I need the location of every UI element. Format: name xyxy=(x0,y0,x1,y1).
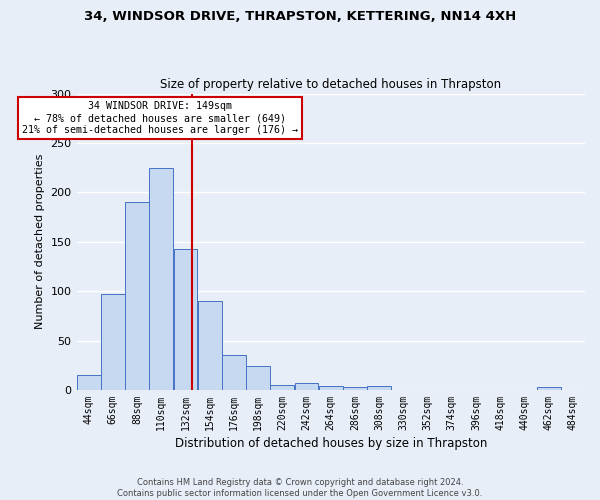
Bar xyxy=(246,366,270,390)
Bar xyxy=(537,387,560,390)
Bar xyxy=(319,386,343,390)
Bar xyxy=(101,294,125,390)
X-axis label: Distribution of detached houses by size in Thrapston: Distribution of detached houses by size … xyxy=(175,437,487,450)
Bar xyxy=(343,387,367,390)
Bar xyxy=(198,301,221,390)
Bar xyxy=(149,168,173,390)
Bar xyxy=(271,385,294,390)
Bar xyxy=(295,383,319,390)
Bar xyxy=(125,202,149,390)
Title: Size of property relative to detached houses in Thrapston: Size of property relative to detached ho… xyxy=(160,78,502,91)
Bar xyxy=(173,248,197,390)
Text: Contains HM Land Registry data © Crown copyright and database right 2024.
Contai: Contains HM Land Registry data © Crown c… xyxy=(118,478,482,498)
Text: 34 WINDSOR DRIVE: 149sqm
← 78% of detached houses are smaller (649)
21% of semi-: 34 WINDSOR DRIVE: 149sqm ← 78% of detach… xyxy=(22,102,298,134)
Bar xyxy=(367,386,391,390)
Bar xyxy=(77,375,101,390)
Y-axis label: Number of detached properties: Number of detached properties xyxy=(35,154,45,330)
Text: 34, WINDSOR DRIVE, THRAPSTON, KETTERING, NN14 4XH: 34, WINDSOR DRIVE, THRAPSTON, KETTERING,… xyxy=(84,10,516,23)
Bar xyxy=(222,356,246,390)
